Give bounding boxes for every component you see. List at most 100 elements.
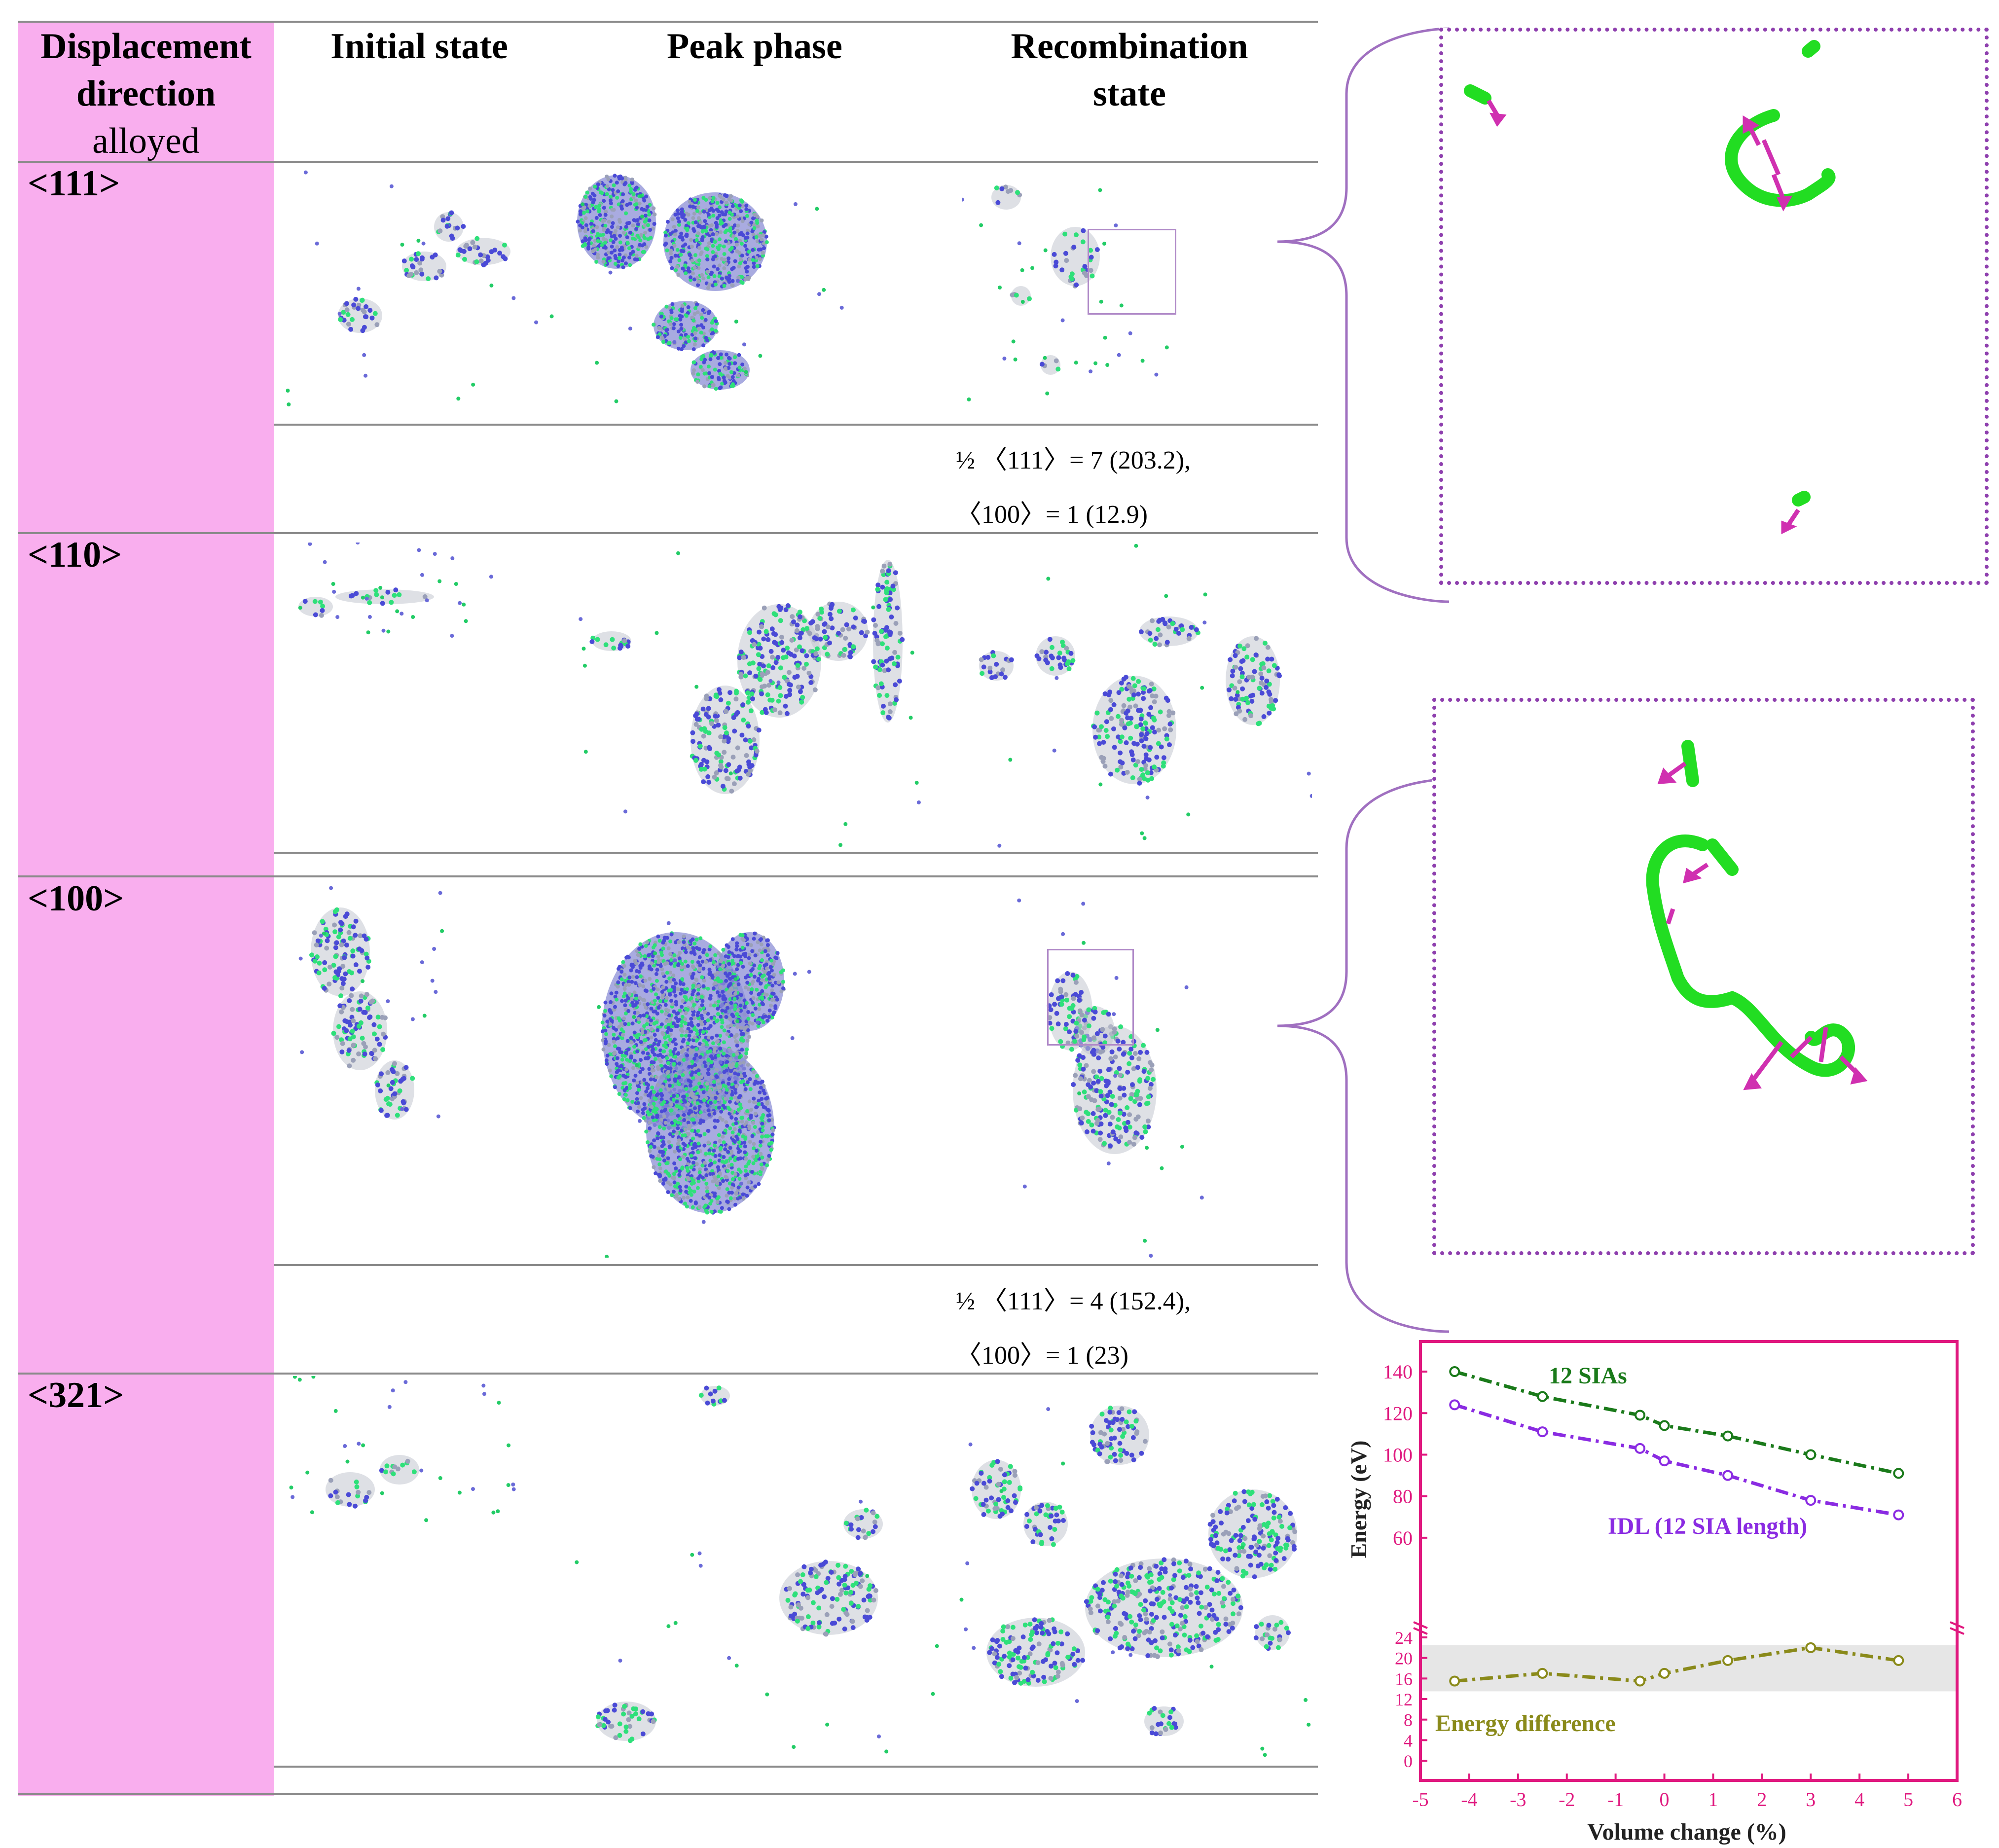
atom-point xyxy=(686,964,690,968)
atom-point xyxy=(638,996,642,1000)
atom-point xyxy=(1141,696,1146,701)
atom-point xyxy=(672,1010,676,1014)
atom-point xyxy=(752,1096,756,1101)
atom-point xyxy=(804,661,809,667)
atom-point xyxy=(732,728,737,734)
atom-point xyxy=(464,243,469,248)
atom-point xyxy=(616,189,620,193)
atom-point xyxy=(621,960,625,964)
atom-point xyxy=(766,1158,770,1162)
atom-point xyxy=(664,1161,669,1165)
atom-point xyxy=(763,629,769,634)
atom-point xyxy=(381,1031,386,1037)
atom-point xyxy=(581,239,585,244)
atom-point xyxy=(655,987,660,992)
atom-point xyxy=(657,326,661,330)
atom-point xyxy=(710,270,714,275)
atom-point xyxy=(440,217,446,223)
atom-point xyxy=(706,275,711,280)
atom-point xyxy=(705,247,710,252)
atom-point xyxy=(691,1013,695,1017)
atom-point xyxy=(344,1028,349,1033)
atom-point xyxy=(750,1001,755,1005)
atom-point xyxy=(686,1041,690,1046)
atom-point xyxy=(666,1026,671,1030)
atom-point xyxy=(686,1176,690,1180)
atom-point xyxy=(682,1147,686,1151)
atom-point xyxy=(760,958,764,962)
atom-point xyxy=(745,276,750,280)
atom-point xyxy=(696,995,701,1000)
atom-point xyxy=(627,992,632,996)
atom-point xyxy=(720,784,726,789)
atom-point xyxy=(756,642,762,647)
row3-peak-snapshot xyxy=(587,883,843,1258)
isolated-atom-point xyxy=(776,680,781,685)
atom-point xyxy=(740,1116,745,1120)
atom-point xyxy=(644,245,649,249)
atom-point xyxy=(403,1107,409,1112)
atom-point xyxy=(760,710,765,715)
atom-point xyxy=(660,953,664,957)
atom-point xyxy=(715,1040,719,1044)
atom-point xyxy=(623,1092,628,1097)
atom-point xyxy=(691,1178,695,1183)
atom-point xyxy=(690,315,694,320)
atom-point xyxy=(623,181,628,185)
atom-point xyxy=(372,1031,377,1037)
atom-point xyxy=(625,1039,630,1043)
atom-point xyxy=(704,229,708,233)
atom-point xyxy=(629,1040,634,1045)
atom-point xyxy=(589,639,595,644)
atom-point xyxy=(733,361,737,365)
atom-point xyxy=(756,1081,760,1085)
row2-initial-snapshot xyxy=(286,543,493,641)
atom-point xyxy=(690,974,694,978)
atom-point xyxy=(626,996,630,1001)
atom-point xyxy=(718,697,724,702)
atom-point xyxy=(725,1053,729,1058)
atom-point xyxy=(1250,674,1255,680)
atom-point xyxy=(632,218,636,222)
isolated-atom-point xyxy=(450,634,454,638)
atom-point xyxy=(677,222,681,227)
atom-point xyxy=(1238,666,1243,671)
atom-point xyxy=(752,261,756,265)
isolated-atom-point xyxy=(583,750,588,754)
atom-point xyxy=(605,184,610,188)
atom-point xyxy=(682,940,686,944)
atom-point xyxy=(777,685,783,690)
atom-point xyxy=(617,256,621,260)
atom-point xyxy=(339,921,344,926)
atom-point xyxy=(667,1140,671,1144)
atom-point xyxy=(642,1013,646,1017)
atom-point xyxy=(372,311,378,316)
atom-point xyxy=(312,930,317,936)
atom-point xyxy=(689,275,693,280)
atom-point xyxy=(851,607,856,613)
atom-point xyxy=(607,219,611,224)
atom-point xyxy=(634,993,638,998)
atom-point xyxy=(730,375,735,379)
atom-point xyxy=(757,1007,762,1011)
isolated-atom-point xyxy=(298,606,302,610)
atom-point xyxy=(819,606,824,612)
isolated-atom-point xyxy=(303,170,308,175)
atom-point xyxy=(797,644,802,650)
atom-point xyxy=(705,774,711,779)
atom-point xyxy=(610,637,615,642)
atom-point xyxy=(743,1144,747,1149)
atom-point xyxy=(692,1190,696,1194)
atom-point xyxy=(741,717,746,723)
atom-point xyxy=(603,1028,608,1033)
atom-point xyxy=(691,1160,695,1165)
atom-point xyxy=(680,1015,685,1019)
atom-point xyxy=(660,972,665,976)
atom-point xyxy=(701,276,706,281)
header-direction: Displacement direction alloyed xyxy=(18,23,274,165)
isolated-atom-point xyxy=(489,575,493,579)
atom-point xyxy=(610,214,614,218)
atom-point xyxy=(1080,239,1086,245)
atom-point xyxy=(643,978,648,983)
atom-point xyxy=(827,612,833,617)
